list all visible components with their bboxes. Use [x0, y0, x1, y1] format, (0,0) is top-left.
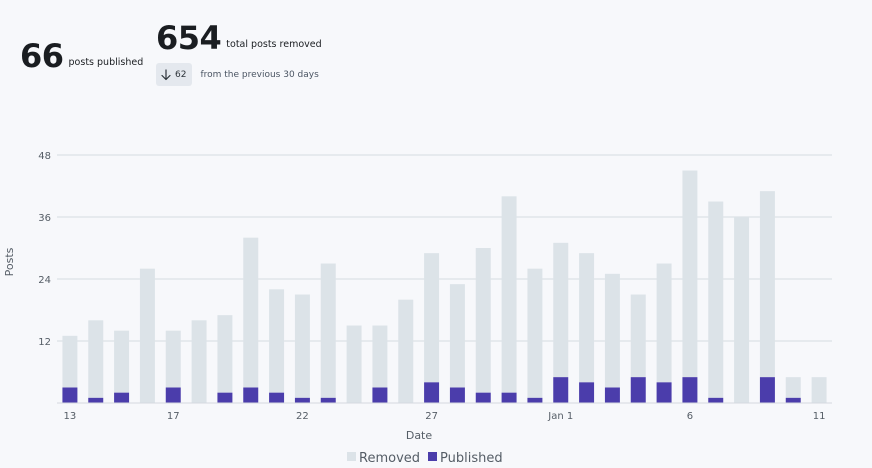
- x-tick-label: 13: [64, 411, 77, 422]
- change-value: 62: [175, 69, 187, 80]
- bar-published: [88, 397, 104, 403]
- y-tick-label: 24: [38, 275, 51, 286]
- bar-published: [165, 387, 181, 403]
- bar-published: [424, 382, 440, 403]
- x-tick-label: 17: [167, 411, 180, 422]
- bar-removed: [114, 330, 130, 393]
- bar-removed: [734, 217, 750, 403]
- bar-removed: [62, 335, 78, 388]
- bar-published: [682, 377, 698, 403]
- bar-removed: [191, 320, 207, 403]
- bar-removed: [165, 330, 181, 388]
- bar-published: [759, 377, 775, 403]
- y-tick-label: 36: [38, 213, 51, 224]
- bar-removed: [372, 325, 388, 388]
- bar-published: [553, 377, 569, 403]
- bar-published: [449, 387, 465, 403]
- bar-removed: [527, 268, 543, 398]
- bar-removed: [630, 294, 646, 378]
- legend-swatch: [347, 452, 356, 461]
- bar-published: [320, 397, 336, 403]
- bar-published: [475, 392, 491, 403]
- bar-published: [114, 392, 130, 403]
- bar-removed: [579, 253, 595, 383]
- bar-removed: [475, 248, 491, 393]
- x-tick-label: Jan 1: [547, 411, 573, 422]
- bar-published: [527, 397, 543, 403]
- bar-published: [62, 387, 78, 403]
- removed-stat: 654 total posts removed: [156, 22, 322, 54]
- legend: Removed Published: [347, 451, 503, 466]
- legend-label: Published: [440, 451, 503, 466]
- x-tick-label: 27: [425, 411, 438, 422]
- y-axis-title: Posts: [3, 247, 16, 276]
- published-stat: 66 posts published: [20, 40, 143, 72]
- bar-published: [656, 382, 672, 403]
- bar-published: [372, 387, 388, 403]
- legend-item[interactable]: Removed: [347, 451, 420, 466]
- bar-removed: [139, 268, 155, 403]
- bar-removed: [682, 170, 698, 378]
- bar-removed: [785, 377, 801, 398]
- removed-count: 654: [156, 19, 222, 57]
- bar-published: [630, 377, 646, 403]
- bar-removed: [759, 191, 775, 378]
- bar-removed: [656, 263, 672, 383]
- removed-label: total posts removed: [226, 39, 322, 50]
- bar-published: [785, 397, 801, 403]
- bar-removed: [604, 273, 620, 388]
- bar-published: [269, 392, 285, 403]
- bar-removed: [708, 201, 724, 398]
- published-count: 66: [20, 37, 64, 75]
- change-badge: 62: [156, 63, 193, 86]
- bar-removed: [217, 315, 233, 393]
- bar-removed: [88, 320, 104, 398]
- axes: 12 24 36 48 13 17 22 27 Jan 1 6 11: [38, 151, 832, 422]
- bar-removed: [449, 284, 465, 388]
- bar-removed: [320, 263, 336, 398]
- arrow-down-icon: [161, 68, 171, 80]
- bar-removed: [294, 294, 310, 398]
- published-label: posts published: [68, 57, 144, 68]
- legend-swatch: [428, 452, 437, 461]
- x-axis-title: Date: [406, 429, 433, 442]
- bar-published: [604, 387, 620, 403]
- bar-published: [243, 387, 259, 403]
- bar-removed: [243, 237, 259, 388]
- legend-item[interactable]: Published: [428, 451, 503, 466]
- bar-removed: [398, 299, 414, 403]
- bar-published: [217, 392, 233, 403]
- gridlines: [57, 154, 832, 342]
- bar-removed: [269, 289, 285, 393]
- bar-removed: [553, 242, 569, 378]
- bar-removed: [811, 377, 827, 403]
- x-tick-label: 11: [813, 411, 826, 422]
- change-label: from the previous 30 days: [200, 69, 319, 80]
- bar-published: [501, 392, 517, 403]
- bar-published: [294, 397, 310, 403]
- legend-label: Removed: [359, 451, 420, 466]
- x-tick-label: 6: [687, 411, 693, 422]
- bar-published: [708, 397, 724, 403]
- change-indicator: 62 from the previous 30 days: [156, 63, 319, 86]
- y-tick-label: 12: [38, 337, 51, 348]
- y-tick-label: 48: [38, 151, 51, 162]
- bars: [62, 170, 827, 403]
- bar-removed: [501, 196, 517, 393]
- bar-removed: [424, 253, 440, 383]
- bar-removed: [346, 325, 362, 403]
- x-tick-label: 22: [296, 411, 309, 422]
- bar-published: [579, 382, 595, 403]
